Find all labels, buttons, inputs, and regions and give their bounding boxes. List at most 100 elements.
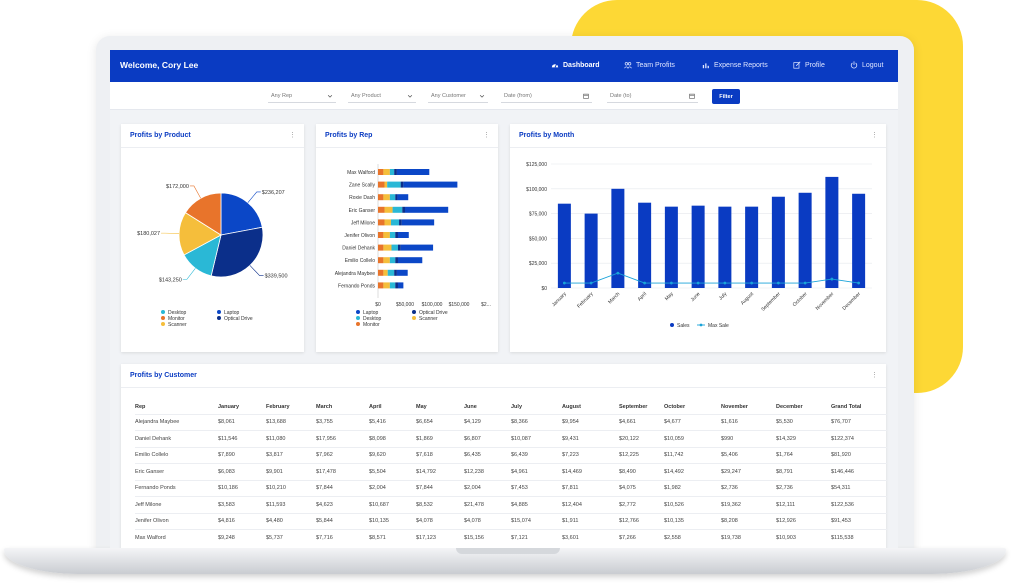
- table-row[interactable]: Jenifer Olivon $4,816 $4,480 $5,844 $10,135 $…: [135, 512, 887, 530]
- table-cell: $6,807: [464, 430, 511, 447]
- legend-label: Monitor: [363, 322, 380, 328]
- table-cell: $11,080: [266, 430, 316, 447]
- table-cell: $9,954: [562, 413, 619, 431]
- product-select[interactable]: Any Product: [348, 89, 416, 103]
- column-header[interactable]: January: [218, 403, 240, 410]
- legend-label: Monitor: [168, 316, 185, 322]
- table-cell: $1,869: [416, 430, 464, 447]
- table-cell: Max Walford: [135, 529, 218, 546]
- table-row[interactable]: Fernando Ponds $10,186 $10,210 $7,844 $2,004…: [135, 479, 887, 497]
- max-sale-point: [723, 281, 727, 285]
- max-sale-point: [750, 281, 754, 285]
- table-cell: $5,530: [776, 413, 831, 431]
- y-tick-label: $0: [541, 286, 547, 292]
- table-row[interactable]: Emilio Collelo $7,890 $3,817 $7,962 $9,620 $7…: [135, 446, 887, 464]
- legend-label: Desktop: [168, 310, 187, 316]
- bar-monitor: [378, 257, 384, 264]
- table-row[interactable]: Eric Ganser $6,083 $9,901 $17,478 $5,504 $14,…: [135, 463, 887, 480]
- max-sale-point: [616, 271, 620, 275]
- table-cell: $4,885: [511, 496, 562, 513]
- column-header[interactable]: Rep: [135, 403, 146, 410]
- date-to-input[interactable]: Date (to): [607, 89, 698, 103]
- table-cell: $9,620: [369, 446, 416, 464]
- rep-tick-label: Jeff Milone: [351, 220, 375, 226]
- y-tick-label: $75,000: [529, 212, 547, 218]
- legend-label: Max Sale: [708, 323, 729, 329]
- table-cell: $10,526: [664, 496, 721, 513]
- team-icon: [624, 62, 632, 69]
- pie-data-label: $143,250: [159, 277, 182, 283]
- nav-label: Logout: [862, 61, 884, 69]
- table-cell: $12,926: [776, 512, 831, 530]
- pie-leader-line: [189, 185, 201, 199]
- more-options-icon[interactable]: ⋮: [483, 132, 490, 139]
- card-header: Profits by Product ⋮: [121, 124, 304, 148]
- table-cell: $9,901: [266, 463, 316, 480]
- table-cell: $76,707: [831, 413, 887, 431]
- rep-select[interactable]: Any Rep: [268, 89, 336, 103]
- month-bar-chart: $125,000 $100,000 $75,000 $50,000 $25,000 $0 J…: [526, 162, 872, 329]
- column-header[interactable]: Grand Total: [831, 403, 862, 410]
- nav-team-profits[interactable]: Team Profits: [624, 61, 675, 69]
- column-header[interactable]: April: [369, 403, 382, 410]
- pie-leader-line: [182, 268, 196, 280]
- customer-select[interactable]: Any Customer: [428, 89, 488, 103]
- column-header[interactable]: February: [266, 403, 290, 410]
- column-header[interactable]: September: [619, 403, 648, 410]
- nav-profile[interactable]: Profile: [793, 61, 825, 69]
- chevron-down-icon: [407, 94, 413, 98]
- filter-button[interactable]: Filter: [712, 89, 740, 104]
- max-sale-point: [776, 281, 780, 285]
- x-tick-label: $0: [375, 302, 381, 308]
- column-header[interactable]: November: [721, 403, 748, 410]
- table-cell: $12,225: [619, 446, 664, 464]
- column-header[interactable]: August: [562, 403, 581, 410]
- nav-expense-reports[interactable]: Expense Reports: [702, 61, 768, 69]
- max-sale-point: [643, 281, 647, 285]
- column-header[interactable]: July: [511, 403, 523, 410]
- more-options-icon[interactable]: ⋮: [289, 132, 296, 139]
- table-cell: $7,121: [511, 529, 562, 546]
- table-cell: $8,490: [619, 463, 664, 480]
- table-cell: $122,374: [831, 430, 887, 447]
- bar-laptop: [396, 169, 430, 175]
- more-options-icon[interactable]: ⋮: [871, 132, 878, 139]
- column-header[interactable]: May: [416, 403, 427, 410]
- sales-bar: [611, 188, 625, 288]
- table-cell: $1,616: [721, 413, 776, 431]
- calendar-icon: [583, 93, 589, 99]
- pie-slice-laptop: [220, 192, 263, 236]
- more-options-icon[interactable]: ⋮: [871, 372, 878, 379]
- table-cell: $4,075: [619, 479, 664, 497]
- nav-logout[interactable]: Logout: [850, 61, 883, 69]
- table-cell: $122,536: [831, 496, 887, 513]
- date-from-placeholder: Date (from): [504, 92, 532, 99]
- column-header[interactable]: December: [776, 403, 803, 410]
- table-cell: $9,431: [562, 430, 619, 447]
- card-title: Profits by Rep: [325, 132, 373, 139]
- table-row[interactable]: Daniel Dehank $11,546 $11,080 $17,956 $8,098…: [135, 430, 887, 447]
- x-tick-label: $2...: [481, 302, 491, 308]
- column-header[interactable]: June: [464, 403, 477, 410]
- table-row[interactable]: Max Walford $9,248 $5,737 $7,716 $8,571 $17,1…: [135, 529, 887, 546]
- bar-optical-drive: [395, 194, 398, 201]
- rep-tick-label: Emilio Collelo: [345, 258, 376, 264]
- table-cell: $4,961: [511, 463, 562, 480]
- table-row[interactable]: Alejandra Maybee $8,061 $13,688 $3,755 $5,41…: [135, 413, 887, 431]
- date-from-input[interactable]: Date (from): [501, 89, 592, 103]
- table-cell: $4,078: [464, 512, 511, 530]
- nav-label: Profile: [805, 61, 825, 69]
- table-cell: Jenifer Olivon: [135, 512, 218, 530]
- column-header[interactable]: March: [316, 403, 333, 410]
- table-row[interactable]: Jeff Milone $3,583 $11,593 $4,623 $10,687 $8,…: [135, 496, 887, 513]
- column-header[interactable]: October: [664, 403, 686, 410]
- calendar-icon: [689, 93, 695, 99]
- bar-optical-drive: [394, 269, 397, 276]
- rep-tick-label: Eric Ganser: [349, 208, 376, 214]
- nav-dashboard[interactable]: Dashboard: [551, 61, 600, 69]
- table-cell: $14,329: [776, 430, 831, 447]
- table-cell: $146,446: [831, 463, 887, 480]
- bar-optical-drive: [397, 244, 401, 251]
- table-cell: $4,129: [464, 413, 511, 431]
- table-cell: $8,366: [511, 413, 562, 431]
